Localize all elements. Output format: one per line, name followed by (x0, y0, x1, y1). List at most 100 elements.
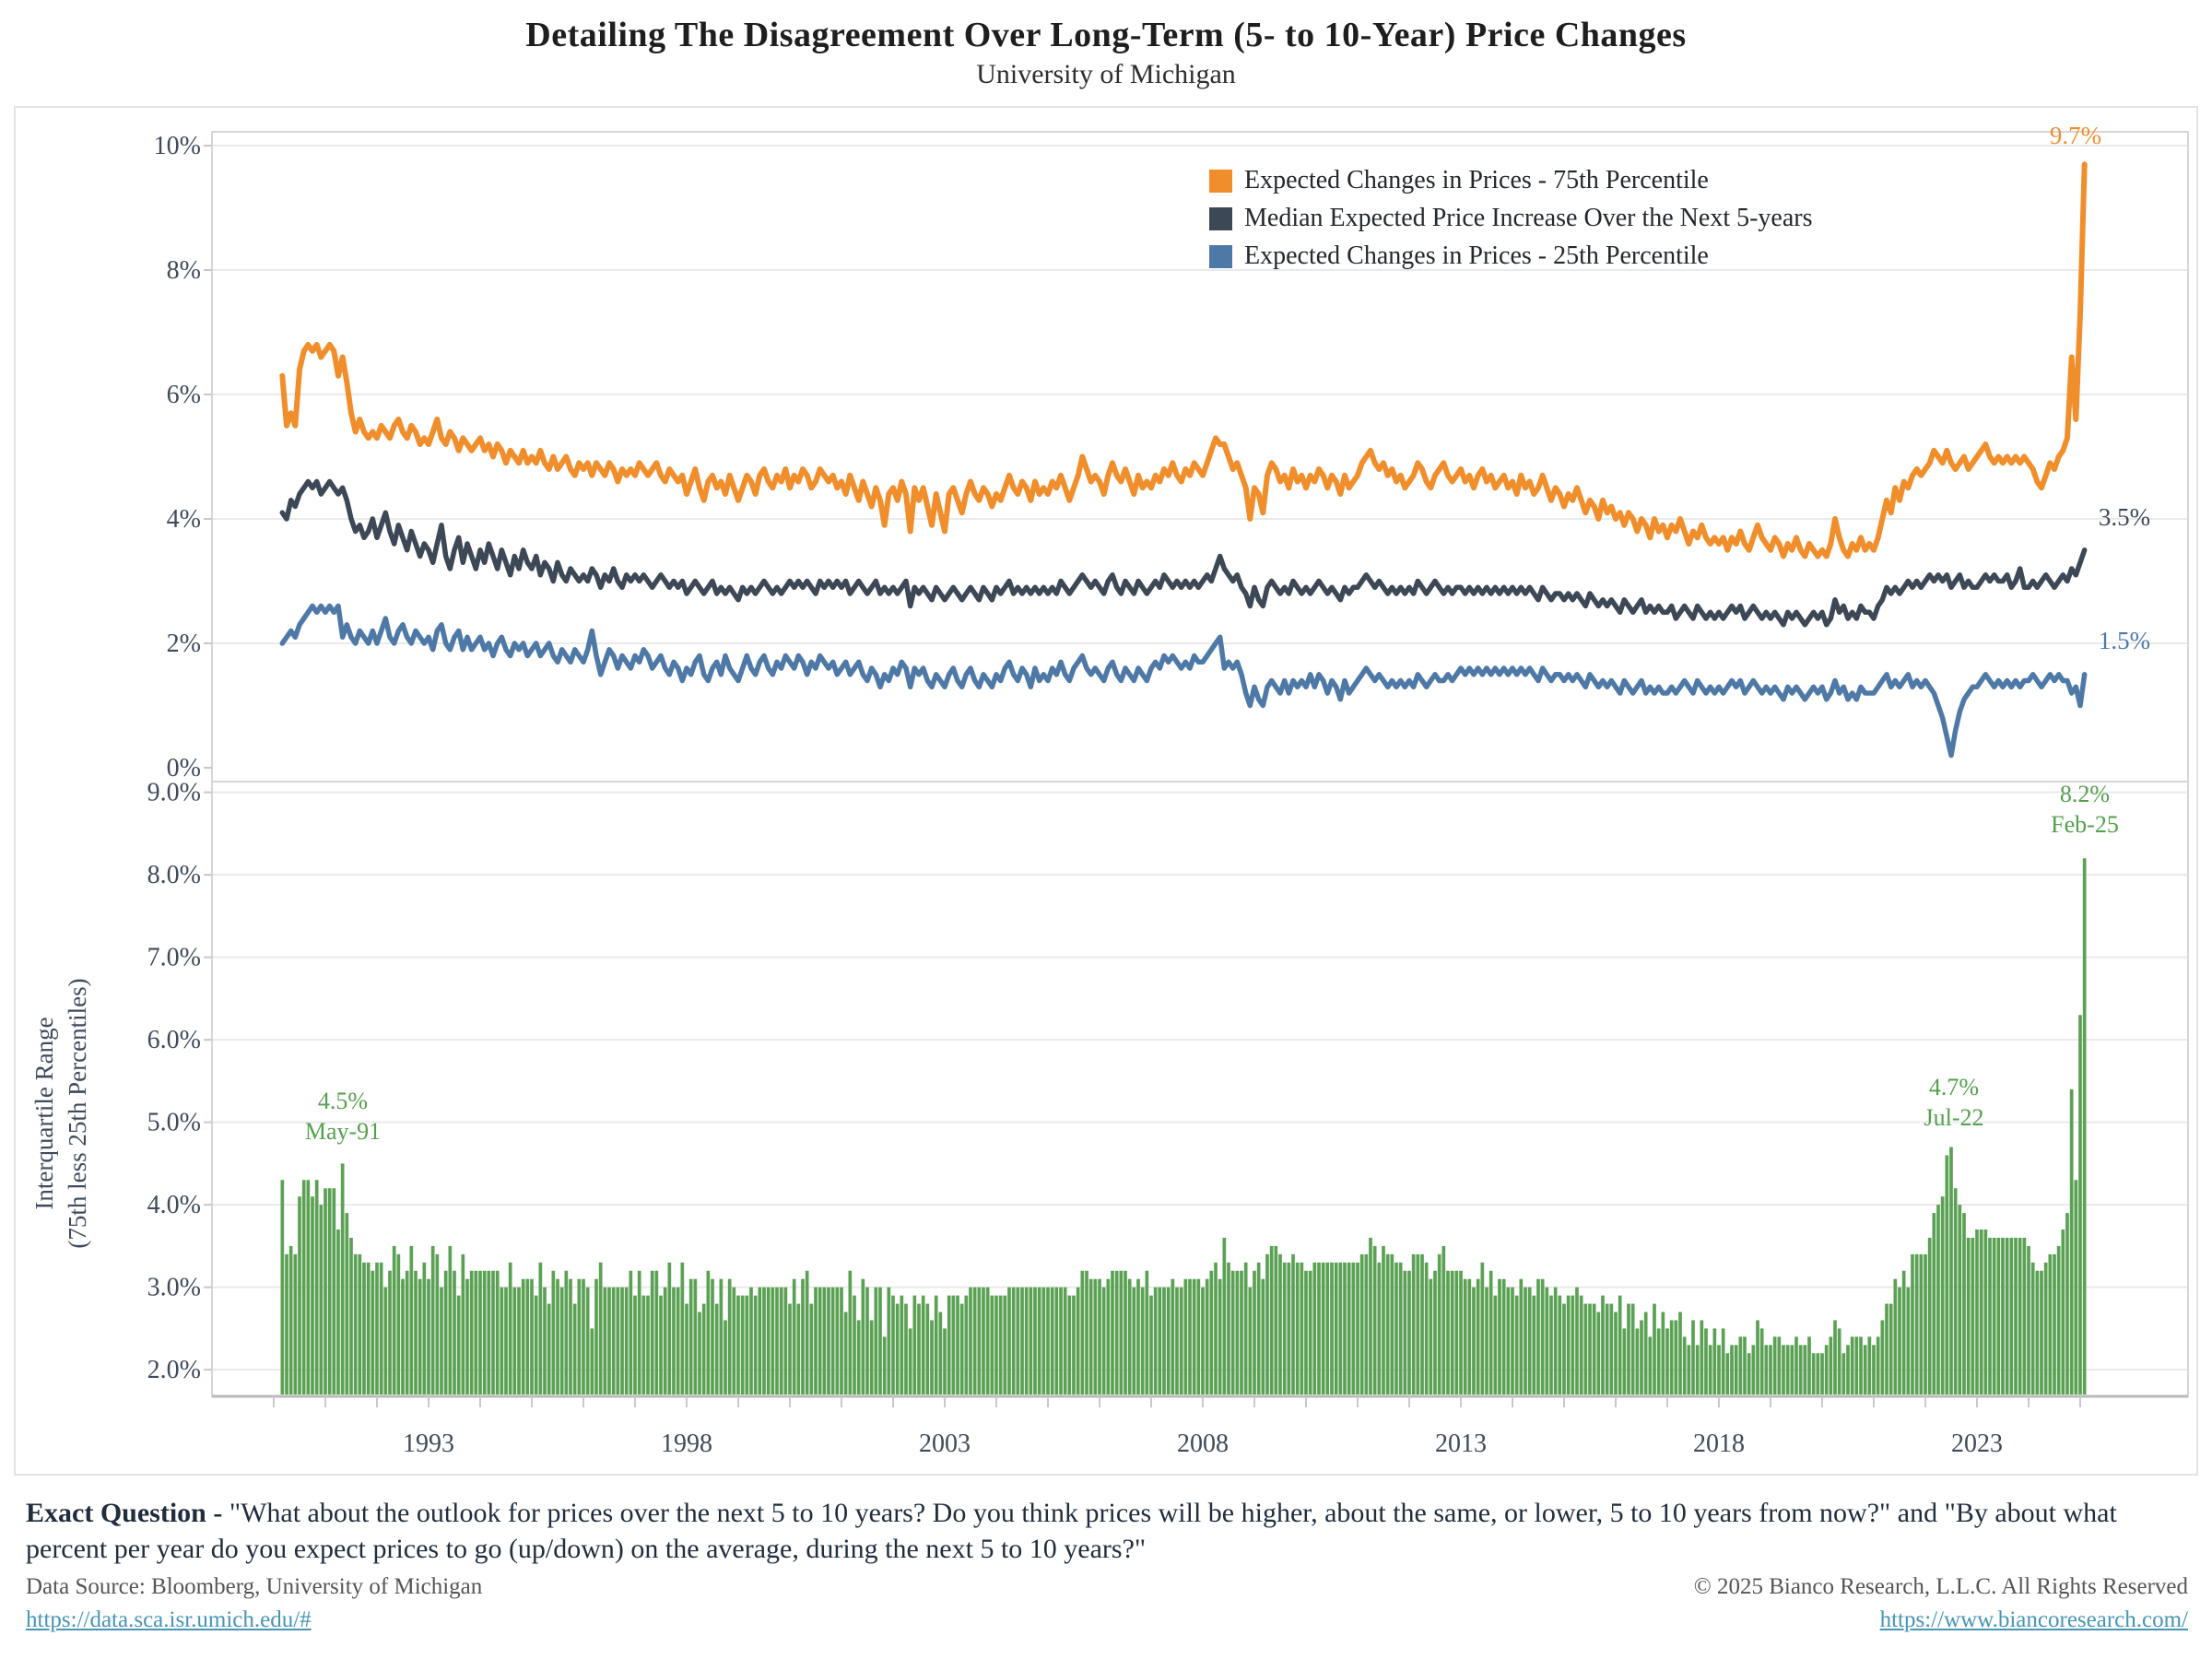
iqr-bar (396, 1253, 401, 1394)
iqr-bar (1382, 1245, 1385, 1394)
iqr-bar (1695, 1345, 1700, 1394)
iqr-bar (559, 1287, 564, 1394)
x-axis-year-label: 2018 (1693, 1430, 1745, 1458)
iqr-bar (1540, 1278, 1545, 1394)
iqr-bar (947, 1295, 951, 1394)
iqr-bar (1446, 1270, 1450, 1394)
annotation-feb-25: 8.2% Feb-25 (2051, 779, 2119, 840)
iqr-bar (2009, 1237, 2014, 1394)
iqr-bar (1171, 1278, 1175, 1394)
iqr-bar (504, 1287, 508, 1394)
iqr-bar (1041, 1287, 1046, 1394)
annotation-feb-25-value: 8.2% (2059, 781, 2111, 807)
iqr-bar (934, 1295, 938, 1394)
iqr-bar (1054, 1287, 1059, 1394)
iqr-bar (1020, 1287, 1024, 1394)
iqr-bar (1351, 1262, 1356, 1394)
iqr-bar (1601, 1295, 1605, 1394)
iqr-bar (1863, 1345, 1867, 1394)
legend-item-median: Median Expected Price Increase Over the … (1209, 204, 1813, 233)
iqr-bar (1485, 1287, 1488, 1394)
iqr-bar (1514, 1295, 1519, 1394)
iqr-bar (551, 1270, 556, 1394)
page-subtitle: University of Michigan (976, 59, 1236, 89)
iqr-bar (667, 1262, 672, 1394)
iqr-bar (830, 1287, 835, 1394)
iqr-bar (1033, 1287, 1037, 1394)
iqr-bar (900, 1295, 904, 1394)
iqr-bar (280, 1180, 285, 1394)
iqr-bar (1282, 1262, 1287, 1394)
x-axis-year-label: 2013 (1435, 1430, 1487, 1458)
top-y-tick-label: 0% (167, 754, 201, 782)
end-label-median: 3.5% (2098, 503, 2151, 531)
bottom-y-tick-label: 9.0% (147, 779, 201, 807)
iqr-bar (1463, 1278, 1467, 1394)
iqr-bar (1983, 1230, 1988, 1394)
iqr-bar (1588, 1303, 1592, 1394)
iqr-bar (582, 1278, 585, 1394)
iqr-bar (1854, 1336, 1859, 1394)
iqr-bar (1880, 1320, 1885, 1394)
iqr-bar (1846, 1345, 1850, 1394)
iqr-bar (324, 1188, 327, 1394)
iqr-bar (1519, 1278, 1524, 1394)
iqr-bar (685, 1303, 688, 1394)
iqr-bar (2061, 1230, 2065, 1394)
iqr-bar (353, 1253, 358, 1394)
iqr-bar (379, 1262, 383, 1394)
iqr-bar (1798, 1345, 1803, 1394)
bianco-site-link[interactable]: https://www.biancoresearch.com/ (1879, 1607, 2188, 1632)
iqr-bar (405, 1270, 409, 1394)
iqr-bar (607, 1287, 611, 1394)
annotation-jul-22-date: Jul-22 (1924, 1104, 1984, 1131)
iqr-bar (1837, 1328, 1841, 1394)
iqr-bar (1003, 1295, 1007, 1394)
iqr-bar (654, 1270, 659, 1394)
iqr-bar (745, 1295, 749, 1394)
iqr-bar (547, 1303, 551, 1394)
iqr-bar (1549, 1295, 1553, 1394)
iqr-bar (848, 1270, 853, 1394)
iqr-bar (1562, 1303, 1566, 1394)
iqr-bar (796, 1303, 801, 1394)
iqr-bar (766, 1287, 771, 1394)
data-source-link[interactable]: https://data.sca.isr.umich.edu/# (26, 1607, 312, 1632)
iqr-bar (422, 1262, 427, 1394)
top-y-tick-label: 4% (167, 505, 201, 534)
iqr-bar (788, 1303, 792, 1394)
iqr-bar (474, 1270, 478, 1394)
iqr-bar (585, 1287, 590, 1394)
iqr-bar (1536, 1278, 1540, 1394)
p25-line (279, 603, 2088, 759)
iqr-bar (1966, 1237, 1971, 1394)
iqr-bar (895, 1303, 900, 1394)
annotation-jul-22: 4.7% Jul-22 (1924, 1072, 1984, 1133)
iqr-bar (1872, 1345, 1876, 1394)
x-axis-year-label: 2003 (919, 1430, 971, 1458)
iqr-bar (1459, 1270, 1463, 1394)
iqr-bar (1988, 1237, 1992, 1394)
iqr-bar (1876, 1336, 1880, 1394)
iqr-bar (1256, 1262, 1261, 1394)
iqr-bar (633, 1295, 637, 1394)
iqr-bar (1472, 1287, 1476, 1394)
iqr-bar (822, 1287, 827, 1394)
iqr-bar (1524, 1287, 1527, 1394)
iqr-bar (508, 1262, 512, 1394)
iqr-bar (1712, 1328, 1717, 1394)
iqr-bar (1230, 1270, 1235, 1394)
iqr-bar (469, 1270, 474, 1394)
bottom-y-tick-label: 8.0% (147, 861, 201, 889)
iqr-bar (1571, 1295, 1575, 1394)
iqr-bar (891, 1295, 895, 1394)
iqr-bar (1914, 1253, 1919, 1394)
iqr-bar (1627, 1303, 1630, 1394)
iqr-bar (1132, 1287, 1136, 1394)
iqr-bar (1347, 1262, 1351, 1394)
x-axis-year-label: 2023 (1951, 1430, 2003, 1458)
iqr-bar (1476, 1278, 1480, 1394)
iqr-bar (1820, 1353, 1824, 1394)
iqr-bar (827, 1287, 830, 1394)
